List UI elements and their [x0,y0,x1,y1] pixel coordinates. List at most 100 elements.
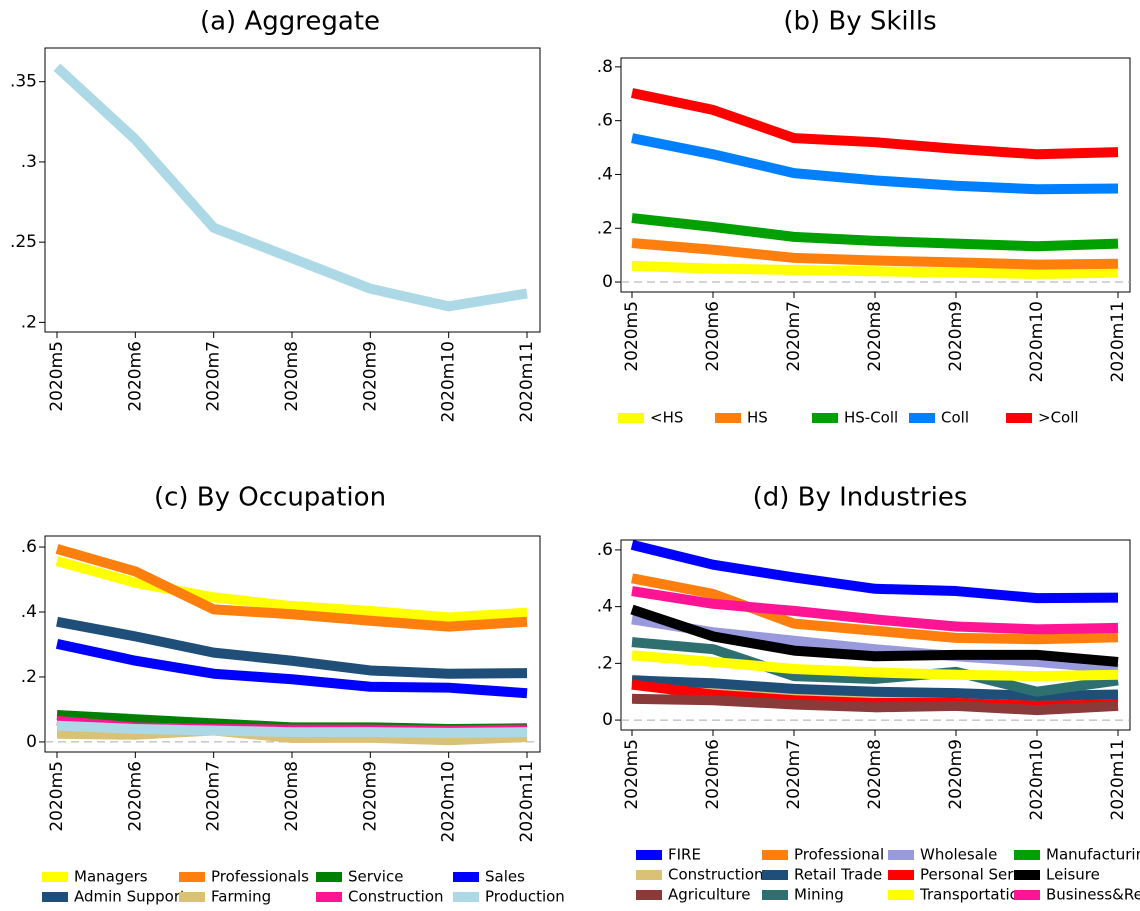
x-tick-label: 2020m9 [946,739,966,810]
x-tick-label: 2020m5 [622,739,642,810]
y-tick-label: .6 [21,537,37,557]
x-tick-label: 2020m11 [517,341,537,422]
legend-swatch [453,892,479,902]
legend-swatch [618,413,644,423]
legend-label: Professional [794,846,884,864]
x-tick-label: 2020m6 [125,341,145,412]
x-tick-label: 2020m10 [439,341,459,422]
y-tick-label: .4 [21,602,37,622]
legend-swatch [453,872,479,882]
series-line [630,604,1119,667]
legend-swatch [636,890,662,900]
chart-title: (a) Aggregate [200,7,380,37]
legend-label: Service [348,868,403,886]
x-tick-label: 2020m5 [47,761,67,832]
legend-label: Coll [941,409,969,427]
legend-label: Managers [74,868,148,886]
legend-label: Retail Trade [794,866,882,884]
y-tick-label: .3 [21,152,37,172]
series-line [631,693,1119,716]
y-tick-label: 0 [602,272,613,292]
panel: (b) By Skills 0 .2 .4 .6 .8 2020m5 2020m6 2020m7… [597,7,1131,427]
x-tick-label: 2020m7 [204,341,224,412]
series-line [631,238,1119,270]
series-line [631,586,1119,635]
series-line [631,650,1119,682]
y-tick-label: .2 [21,312,37,332]
series-line [630,539,1119,604]
legend-label: >Coll [1038,409,1079,427]
series-line [631,573,1119,645]
y-tick-label: 0 [26,732,37,752]
y-tick-label: .2 [597,653,613,673]
x-tick-label: 2020m6 [703,739,723,810]
legend-label: HS [747,409,768,427]
x-tick-label: 2020m6 [703,301,723,372]
panel: (a) Aggregate .2 .25 .3 .35 2020m5 2020m6 2020m… [10,7,541,422]
legend-label: Agriculture [668,886,751,904]
legend-swatch [42,892,68,902]
series-line [56,720,528,738]
legend-swatch [42,872,68,882]
x-tick-label: 2020m11 [517,761,537,842]
legend-swatch [636,850,662,860]
legend-swatch [762,870,788,880]
x-tick-label: 2020m10 [1027,739,1047,820]
y-tick-label: .8 [597,57,613,77]
legend-swatch [715,413,741,423]
x-tick-label: 2020m7 [784,301,804,372]
legend-swatch [888,870,914,880]
legend-label: FIRE [668,846,701,864]
y-tick-label: .6 [597,111,613,131]
series-line [631,133,1119,195]
chart-title: (b) By Skills [783,7,936,37]
legend-label: Transportation [919,886,1028,904]
legend-label: Wholesale [920,846,997,864]
x-tick-label: 2020m9 [360,341,380,412]
y-tick-label: .4 [597,164,613,184]
x-tick-label: 2020m11 [1108,739,1128,820]
legend-label: Manufacturing [1046,846,1140,864]
chart-title: (c) By Occupation [154,483,386,513]
y-tick-label: .2 [597,218,613,238]
series-line [631,213,1119,252]
series-line [630,88,1119,160]
series-line [631,260,1119,279]
x-tick-label: 2020m10 [439,761,459,842]
x-tick-label: 2020m10 [1027,301,1047,382]
legend-swatch [812,413,838,423]
legend-swatch [1014,870,1040,880]
panel: (c) By Occupation 0 .2 .4 .6 2020m5 2020m6 2020… [21,483,565,906]
y-tick-label: .35 [10,72,37,92]
y-tick-label: .4 [597,597,613,617]
series-line [56,616,528,679]
legend-label: Business&Repairs [1046,886,1140,904]
legend-swatch [1014,890,1040,900]
series-line [55,544,528,632]
legend-swatch [1014,850,1040,860]
legend-label: Construction [668,866,764,884]
legend-swatch [762,850,788,860]
legend-swatch [1006,413,1032,423]
legend-label: <HS [650,409,683,427]
legend-swatch [316,872,342,882]
series-line [55,556,528,623]
plot-frame [44,47,541,333]
y-tick-label: .25 [10,232,37,252]
x-tick-label: 2020m7 [204,761,224,832]
x-tick-label: 2020m8 [865,739,885,810]
series-line [631,637,1119,697]
legend-swatch [179,892,205,902]
x-tick-label: 2020m8 [865,301,885,372]
legend-label: Construction [348,888,444,906]
legend-swatch [888,850,914,860]
legend-label: Mining [794,886,844,904]
legend-label: Professionals [211,868,309,886]
legend-label: Production [485,888,565,906]
legend-label: HS-Coll [844,409,898,427]
y-tick-label: .2 [21,667,37,687]
legend-swatch [179,872,205,882]
y-tick-label: .6 [597,540,613,560]
legend-label: Sales [485,868,525,886]
